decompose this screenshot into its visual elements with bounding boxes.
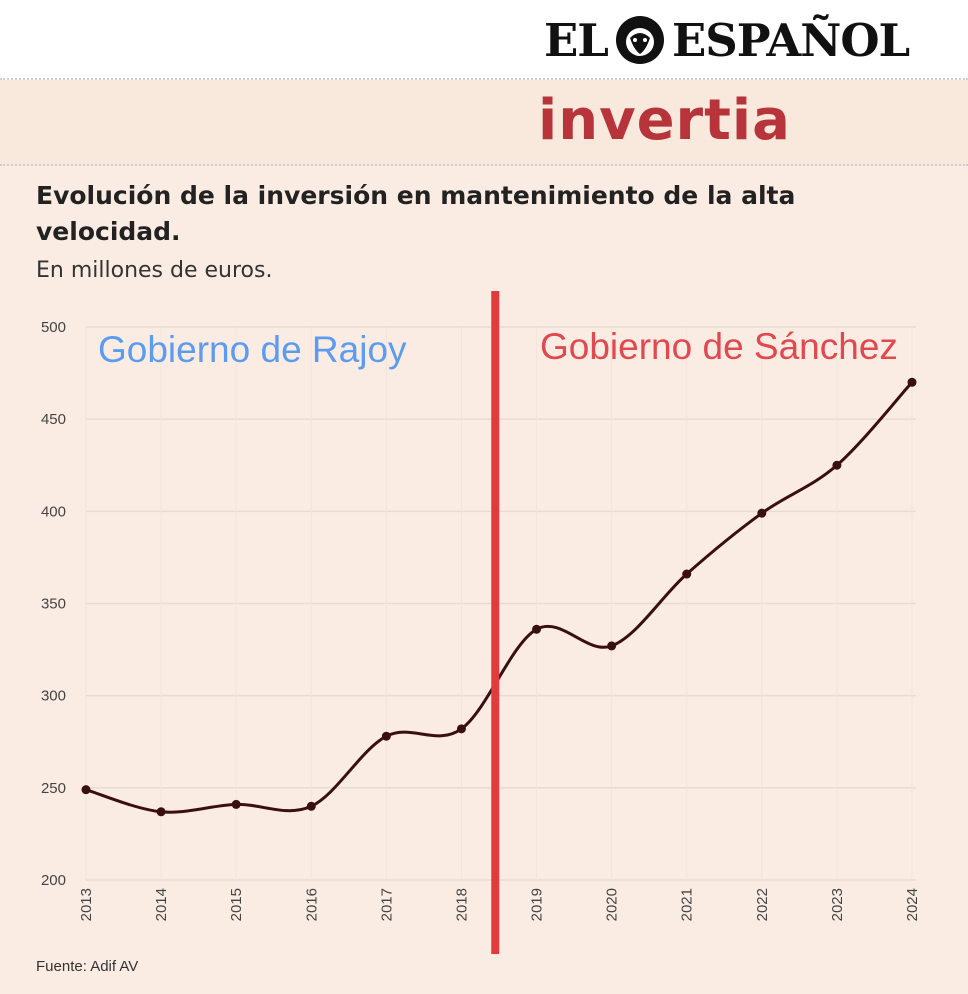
chart-subtitle: En millones de euros. xyxy=(36,258,273,283)
masthead-band xyxy=(0,0,968,80)
data-point-2021[interactable] xyxy=(682,569,692,579)
data-point-2015[interactable] xyxy=(231,799,241,809)
x-tick-label: 2013 xyxy=(78,888,95,921)
government-divider xyxy=(491,291,500,954)
y-tick-label: 250 xyxy=(41,780,66,797)
x-tick-label: 2019 xyxy=(529,888,546,921)
y-tick-label: 200 xyxy=(41,872,66,889)
x-tick-label: 2014 xyxy=(153,888,170,921)
chart-title: Evolución de la inversión en mantenimien… xyxy=(36,181,796,246)
x-tick-label: 2022 xyxy=(754,888,771,921)
data-point-2024[interactable] xyxy=(907,377,917,387)
source-note: Fuente: Adif AV xyxy=(36,958,139,975)
section-band xyxy=(0,80,968,166)
y-axis-ticks: 200 250 300 350 400 450 500 xyxy=(41,319,66,889)
rajoy-label: Gobierno de Rajoy xyxy=(98,329,407,370)
x-axis-ticks: 2013 2014 2015 2016 2017 2018 2019 2020 2021 2022… xyxy=(78,888,921,921)
data-point-2013[interactable] xyxy=(81,785,91,795)
y-tick-label: 300 xyxy=(41,688,66,705)
data-point-2020[interactable] xyxy=(607,641,617,651)
y-tick-label: 350 xyxy=(41,596,66,613)
data-point-2018[interactable] xyxy=(456,724,466,734)
data-points xyxy=(81,377,917,817)
x-tick-label: 2020 xyxy=(604,888,621,921)
data-point-2014[interactable] xyxy=(156,807,166,817)
masthead-espanol: ESPAÑOL xyxy=(671,13,910,67)
data-point-2017[interactable] xyxy=(381,731,391,741)
y-tick-label: 500 xyxy=(41,319,66,336)
data-point-2023[interactable] xyxy=(832,460,842,470)
x-tick-label: 2021 xyxy=(679,888,696,921)
y-tick-label: 400 xyxy=(41,503,66,520)
lion-icon xyxy=(615,16,664,64)
masthead-logo[interactable]: EL ESPAÑOL xyxy=(544,10,910,70)
data-point-2016[interactable] xyxy=(306,801,316,811)
y-tick-label: 450 xyxy=(41,411,66,428)
sanchez-label: Gobierno de Sánchez xyxy=(540,326,898,367)
x-tick-label: 2015 xyxy=(228,888,245,921)
data-point-2022[interactable] xyxy=(757,508,767,518)
x-tick-label: 2016 xyxy=(303,888,320,921)
x-tick-label: 2024 xyxy=(904,888,921,921)
masthead-el: EL xyxy=(544,13,609,67)
x-tick-label: 2018 xyxy=(453,888,470,921)
chart-grid xyxy=(85,326,916,881)
section-logo[interactable]: invertia xyxy=(538,88,791,153)
x-tick-label: 2017 xyxy=(378,888,395,921)
data-point-2019[interactable] xyxy=(532,624,542,634)
x-tick-label: 2023 xyxy=(829,888,846,921)
